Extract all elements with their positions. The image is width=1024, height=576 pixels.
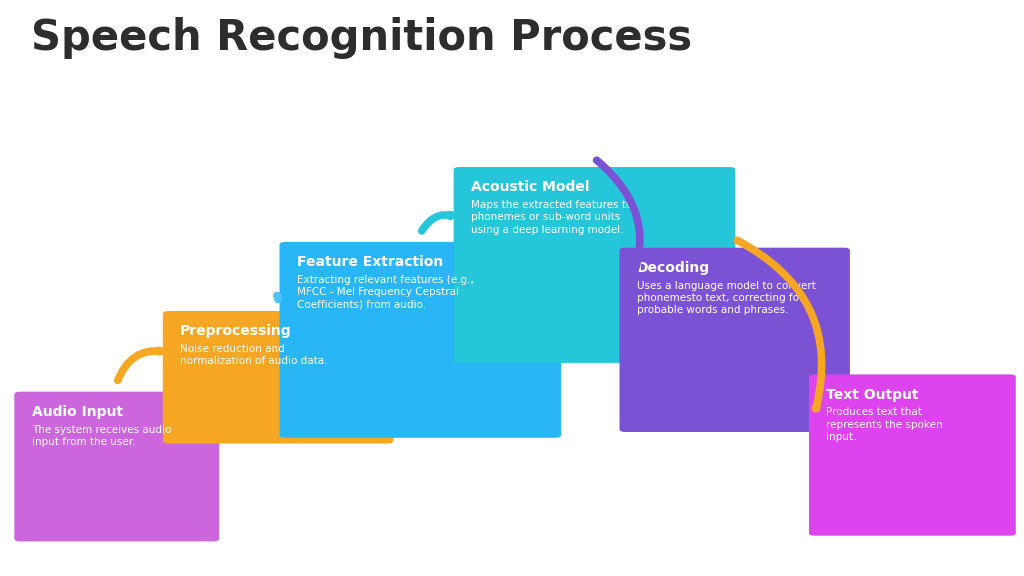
FancyArrowPatch shape — [422, 215, 452, 231]
Text: Extracting relevant features (e.g.,
MFCC - Mel Frequency Cepstral
Coefficients) : Extracting relevant features (e.g., MFCC… — [297, 275, 474, 309]
FancyBboxPatch shape — [280, 242, 561, 438]
Text: Produces text that
represents the spoken
input.: Produces text that represents the spoken… — [826, 407, 943, 442]
FancyArrowPatch shape — [118, 350, 160, 381]
Text: Preprocessing: Preprocessing — [180, 324, 292, 338]
Text: Uses a language model to convert
phonemesto text, correcting for
probable words : Uses a language model to convert phoneme… — [637, 281, 816, 315]
FancyArrowPatch shape — [597, 160, 640, 288]
Text: Noise reduction and
normalization of audio data.: Noise reduction and normalization of aud… — [180, 344, 328, 366]
FancyArrowPatch shape — [276, 295, 279, 300]
Text: Decoding: Decoding — [637, 261, 710, 275]
FancyBboxPatch shape — [620, 248, 850, 432]
Text: Feature Extraction: Feature Extraction — [297, 255, 443, 269]
FancyBboxPatch shape — [14, 392, 219, 541]
FancyBboxPatch shape — [809, 374, 1016, 536]
Text: Audio Input: Audio Input — [32, 405, 123, 419]
FancyArrowPatch shape — [737, 240, 821, 408]
FancyBboxPatch shape — [163, 311, 393, 444]
FancyBboxPatch shape — [454, 167, 735, 363]
Text: Text Output: Text Output — [826, 388, 919, 401]
Text: The system receives audio
input from the user.: The system receives audio input from the… — [32, 425, 171, 447]
Text: Speech Recognition Process: Speech Recognition Process — [31, 17, 692, 59]
Text: Acoustic Model: Acoustic Model — [471, 180, 590, 194]
Text: Maps the extracted features to
phonemes or sub-word units
using a deep learning : Maps the extracted features to phonemes … — [471, 200, 633, 234]
